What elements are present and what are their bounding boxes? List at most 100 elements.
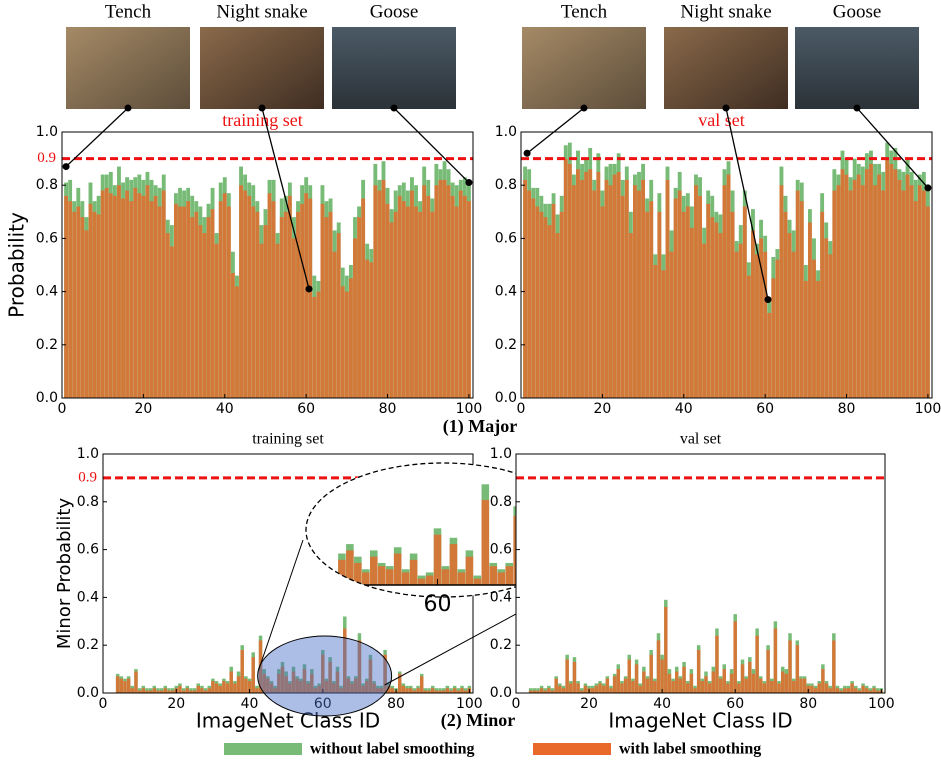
bar bbox=[657, 211, 662, 398]
bar bbox=[450, 195, 455, 398]
y-tick-label: 0.8 bbox=[495, 177, 517, 193]
bar bbox=[523, 179, 528, 398]
bar bbox=[832, 640, 836, 693]
bar bbox=[230, 272, 235, 398]
bar bbox=[532, 690, 537, 693]
x-tick-label: 40 bbox=[241, 696, 259, 712]
x-tick-label: 100 bbox=[456, 401, 483, 417]
bar bbox=[711, 671, 716, 693]
bar bbox=[584, 171, 589, 398]
bar bbox=[558, 685, 562, 693]
bar bbox=[357, 640, 362, 693]
x-tick-label: 20 bbox=[580, 696, 598, 712]
bar bbox=[210, 209, 215, 398]
bar bbox=[905, 174, 910, 398]
annotation-point bbox=[523, 149, 531, 157]
bar bbox=[362, 572, 370, 585]
bar bbox=[104, 187, 109, 398]
bar bbox=[751, 230, 755, 398]
bar bbox=[531, 198, 536, 398]
bar bbox=[206, 217, 211, 398]
bar bbox=[401, 685, 406, 693]
bar bbox=[401, 572, 410, 585]
bar bbox=[433, 534, 442, 585]
bar bbox=[729, 673, 734, 693]
plot-area bbox=[516, 454, 885, 693]
bar bbox=[385, 203, 390, 398]
bar bbox=[850, 683, 854, 693]
bar bbox=[580, 690, 584, 693]
bar bbox=[434, 690, 439, 693]
bar bbox=[350, 683, 354, 693]
bar bbox=[821, 669, 825, 693]
bar bbox=[389, 222, 394, 398]
bar bbox=[714, 222, 719, 398]
bar bbox=[631, 681, 635, 693]
bar bbox=[218, 201, 223, 398]
bar bbox=[788, 640, 792, 693]
bar bbox=[397, 673, 402, 693]
bar bbox=[348, 278, 353, 398]
x-axis-label: ImageNet Class ID bbox=[196, 709, 380, 733]
bar bbox=[379, 688, 384, 693]
bar bbox=[656, 640, 661, 693]
bar bbox=[222, 193, 227, 398]
bar bbox=[408, 688, 413, 693]
bar bbox=[755, 635, 759, 693]
x-tick-label: 60 bbox=[756, 401, 774, 417]
thumbnail bbox=[66, 27, 190, 109]
bar bbox=[96, 214, 101, 398]
bar bbox=[141, 688, 146, 693]
bar bbox=[121, 198, 125, 398]
bar bbox=[156, 690, 160, 693]
bar bbox=[763, 251, 768, 398]
bar bbox=[848, 190, 853, 398]
y-axis-label: Minor Probability bbox=[54, 498, 75, 650]
bar bbox=[189, 690, 193, 693]
bar bbox=[759, 678, 763, 693]
bar bbox=[64, 195, 69, 398]
y-tick-label: 0.6 bbox=[490, 542, 512, 558]
bar bbox=[317, 685, 321, 693]
x-tick-label: 40 bbox=[653, 696, 671, 712]
bar bbox=[576, 683, 580, 693]
bar bbox=[299, 681, 303, 693]
bar bbox=[354, 562, 362, 585]
bar bbox=[869, 163, 873, 398]
bar bbox=[397, 195, 402, 398]
bar bbox=[344, 291, 349, 398]
bar bbox=[401, 201, 406, 398]
bar bbox=[909, 185, 914, 398]
bar bbox=[332, 251, 337, 398]
bar bbox=[130, 688, 135, 693]
y-tick-label: 0.8 bbox=[77, 494, 99, 510]
bar bbox=[685, 683, 690, 693]
bar bbox=[393, 553, 402, 585]
bar bbox=[243, 190, 248, 398]
bar bbox=[458, 190, 463, 398]
axes-frame bbox=[520, 131, 933, 399]
annotation-line bbox=[725, 107, 769, 300]
bar bbox=[332, 683, 336, 693]
annotation-line bbox=[393, 107, 470, 184]
bar bbox=[373, 185, 378, 398]
bar bbox=[572, 661, 577, 693]
bar bbox=[489, 566, 498, 585]
bar bbox=[751, 673, 756, 693]
bar bbox=[816, 280, 820, 398]
bar bbox=[803, 280, 808, 398]
bar bbox=[881, 190, 886, 398]
bar bbox=[259, 243, 264, 398]
bar bbox=[649, 654, 653, 693]
caption-major: (1) Major bbox=[443, 416, 517, 437]
bar bbox=[726, 174, 731, 398]
bar bbox=[505, 566, 514, 585]
bar bbox=[554, 678, 558, 693]
bar bbox=[780, 671, 785, 693]
bar bbox=[190, 217, 195, 398]
bar bbox=[580, 179, 584, 398]
bar bbox=[434, 185, 439, 398]
x-tick-label: 0 bbox=[512, 696, 521, 712]
bar bbox=[125, 190, 130, 398]
bar bbox=[365, 681, 369, 693]
